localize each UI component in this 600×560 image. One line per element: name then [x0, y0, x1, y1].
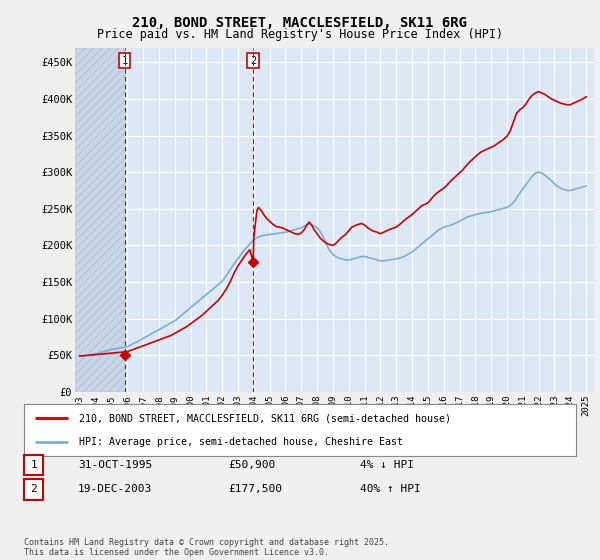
- Text: 210, BOND STREET, MACCLESFIELD, SK11 6RG (semi-detached house): 210, BOND STREET, MACCLESFIELD, SK11 6RG…: [79, 413, 451, 423]
- Text: Price paid vs. HM Land Registry's House Price Index (HPI): Price paid vs. HM Land Registry's House …: [97, 28, 503, 41]
- Text: £177,500: £177,500: [228, 484, 282, 494]
- Text: £50,900: £50,900: [228, 460, 275, 470]
- Text: Contains HM Land Registry data © Crown copyright and database right 2025.
This d: Contains HM Land Registry data © Crown c…: [24, 538, 389, 557]
- Text: 31-OCT-1995: 31-OCT-1995: [78, 460, 152, 470]
- Bar: [75, 48, 125, 392]
- Text: HPI: Average price, semi-detached house, Cheshire East: HPI: Average price, semi-detached house,…: [79, 437, 403, 447]
- Text: 19-DEC-2003: 19-DEC-2003: [78, 484, 152, 494]
- Text: 2: 2: [30, 484, 37, 494]
- Text: 1: 1: [30, 460, 37, 470]
- Text: 40% ↑ HPI: 40% ↑ HPI: [360, 484, 421, 494]
- Text: 4% ↓ HPI: 4% ↓ HPI: [360, 460, 414, 470]
- Text: 1: 1: [121, 56, 128, 66]
- Text: 210, BOND STREET, MACCLESFIELD, SK11 6RG: 210, BOND STREET, MACCLESFIELD, SK11 6RG: [133, 16, 467, 30]
- Text: 2: 2: [250, 56, 256, 66]
